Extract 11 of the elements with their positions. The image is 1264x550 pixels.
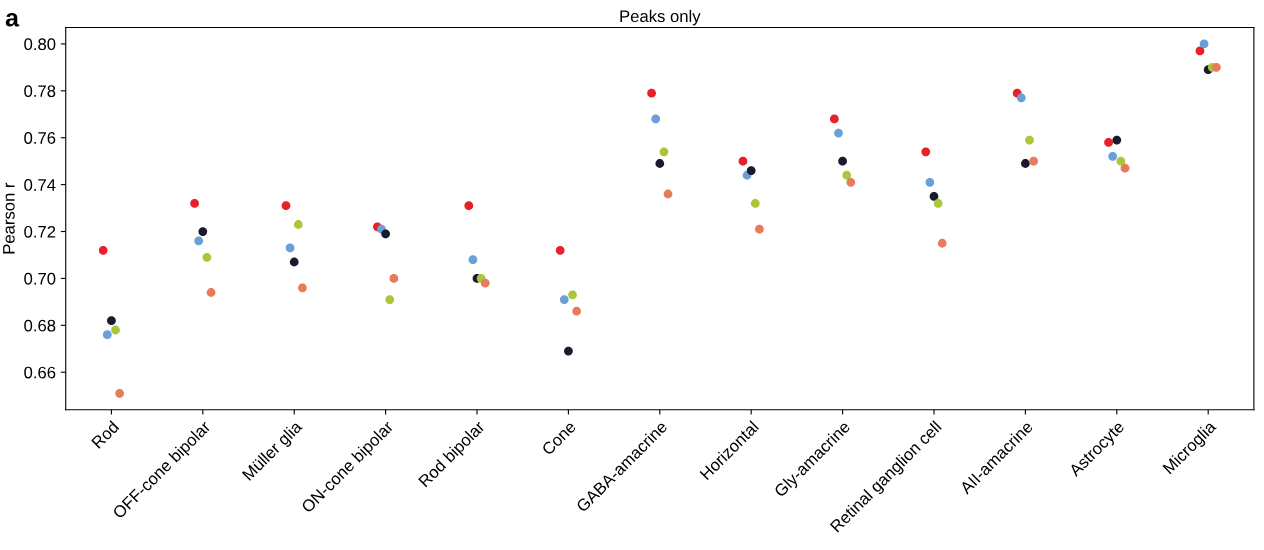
y-tick-label: 0.68	[24, 319, 56, 332]
y-tick-label: 0.66	[24, 366, 56, 379]
text: a	[5, 12, 20, 27]
chart-title: Peaks only	[620, 9, 701, 26]
y-tick-label: 0.70	[24, 272, 56, 285]
y-axis-title: Pearson r	[3, 182, 15, 254]
y-tick-label: 0.76	[24, 132, 56, 144]
y-tick-label: 0.78	[24, 85, 56, 98]
y-tick-label: 0.72	[24, 225, 56, 238]
y-tick-label: 0.80	[24, 38, 56, 51]
y-tick-label: 0.74	[24, 179, 56, 191]
